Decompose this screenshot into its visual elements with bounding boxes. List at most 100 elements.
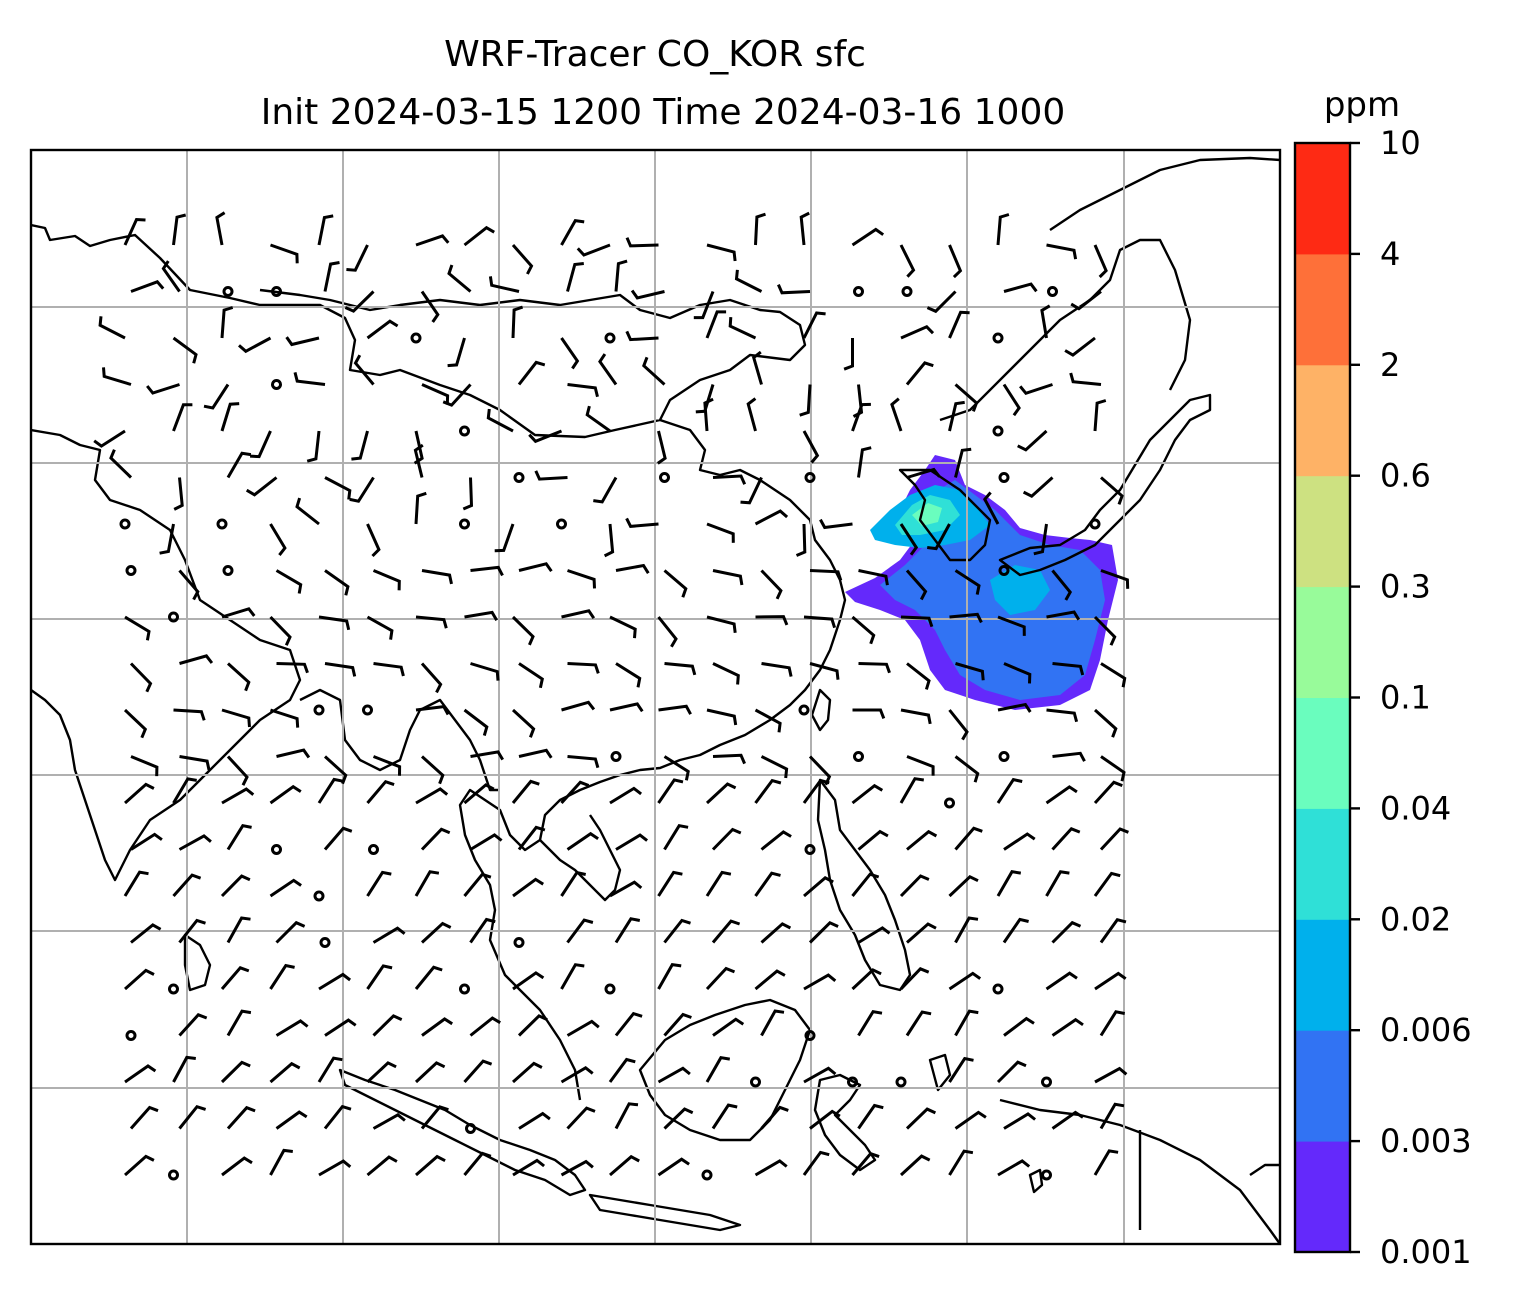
wind-barb bbox=[1070, 290, 1102, 311]
wind-barb-calm bbox=[1047, 286, 1058, 297]
wind-barb bbox=[161, 260, 181, 293]
wind-barb bbox=[996, 1060, 1027, 1084]
wind-barb-calm bbox=[895, 1076, 907, 1088]
wind-barb bbox=[1094, 1066, 1128, 1084]
wind-barb bbox=[318, 615, 351, 631]
wind-barb bbox=[954, 826, 983, 851]
wind-barb bbox=[469, 917, 496, 944]
wind-barb bbox=[413, 443, 424, 478]
wind-barb bbox=[518, 1111, 551, 1130]
wind-barb bbox=[1093, 871, 1121, 897]
wind-barb bbox=[1069, 372, 1102, 386]
wind-barb bbox=[663, 569, 688, 598]
wind-barb bbox=[238, 336, 272, 354]
colorbar-tick-label: 10 bbox=[1380, 124, 1421, 162]
wind-barb bbox=[803, 973, 837, 991]
wind-barb bbox=[560, 1065, 594, 1084]
wind-barb bbox=[178, 918, 206, 944]
coastline-philippines bbox=[816, 778, 912, 992]
wind-barb bbox=[1022, 476, 1054, 499]
wind-barb bbox=[954, 447, 972, 478]
wind-barb bbox=[269, 523, 287, 557]
wind-barb-calm bbox=[459, 425, 470, 437]
wind-barb bbox=[323, 1104, 352, 1130]
wind-barb bbox=[98, 316, 126, 340]
wind-barb bbox=[712, 753, 746, 765]
wind-barb bbox=[226, 824, 252, 851]
wind-barb bbox=[226, 1009, 252, 1037]
wind-barb bbox=[1100, 569, 1130, 589]
wind-barb bbox=[220, 1060, 251, 1084]
wind-barb bbox=[754, 778, 782, 804]
wind-barb bbox=[906, 829, 938, 851]
wind-barb bbox=[129, 1105, 159, 1130]
wind-barb bbox=[1064, 336, 1096, 357]
wind-barb bbox=[851, 1151, 880, 1176]
wind-barb bbox=[905, 1010, 932, 1037]
wind-barb bbox=[899, 967, 930, 991]
wind-barb bbox=[324, 662, 357, 677]
wind-barb bbox=[226, 662, 251, 692]
wind-barb bbox=[802, 430, 820, 464]
wind-barb-calm bbox=[222, 286, 234, 297]
wind-barb bbox=[851, 968, 882, 991]
wind-barb bbox=[609, 1154, 640, 1177]
wind-barb-calm bbox=[804, 472, 816, 483]
wind-barb bbox=[1002, 917, 1029, 944]
wind-barb bbox=[803, 615, 837, 629]
wind-barb bbox=[102, 367, 132, 386]
wind-barb bbox=[615, 833, 649, 851]
wind-barb bbox=[324, 569, 350, 596]
wind-barb bbox=[275, 920, 306, 944]
wind-barb bbox=[900, 708, 932, 725]
wind-barb bbox=[178, 1013, 208, 1037]
colorbar-block bbox=[1295, 1030, 1350, 1142]
wind-barb bbox=[1051, 1017, 1084, 1037]
wind-barb bbox=[1093, 708, 1118, 738]
wind-barb bbox=[203, 383, 230, 410]
wind-barb bbox=[462, 477, 474, 511]
wind-barb bbox=[245, 476, 278, 497]
wind-barb bbox=[948, 875, 979, 898]
colorbar-tick-label: 0.003 bbox=[1380, 1122, 1472, 1160]
colorbar-block bbox=[1295, 697, 1350, 809]
wind-barb bbox=[1003, 1016, 1035, 1037]
wind-barb bbox=[421, 569, 453, 585]
wind-barb bbox=[447, 264, 472, 293]
wind-barb bbox=[518, 748, 553, 759]
wind-barb bbox=[608, 1057, 636, 1083]
wind-barb bbox=[1093, 244, 1108, 279]
wind-barb bbox=[858, 569, 889, 586]
wind-barb-calm bbox=[313, 890, 325, 902]
wind-barb bbox=[657, 1157, 690, 1177]
wind-barb bbox=[470, 565, 504, 577]
wind-barb bbox=[954, 1110, 987, 1130]
wind-barb bbox=[269, 878, 302, 898]
wind-barb bbox=[179, 755, 211, 771]
coastline-russia-east bbox=[939, 156, 1280, 422]
wind-barb-calm bbox=[168, 983, 179, 995]
wind-barb bbox=[517, 360, 546, 386]
wind-barb bbox=[663, 755, 690, 781]
wind-barb bbox=[488, 276, 520, 293]
wind-barb bbox=[269, 1148, 293, 1176]
wind-barb bbox=[615, 662, 642, 688]
wind-barb bbox=[609, 615, 637, 639]
wind-barb bbox=[949, 612, 983, 624]
wind-barb bbox=[802, 1150, 830, 1176]
wind-barb bbox=[172, 873, 202, 897]
wind-barb bbox=[414, 1061, 446, 1084]
colorbar-tick-label: 0.001 bbox=[1380, 1233, 1472, 1271]
wind-barb bbox=[706, 615, 737, 633]
wind-barb bbox=[130, 280, 165, 293]
wind-barb bbox=[706, 243, 737, 262]
wind-barb bbox=[1051, 920, 1082, 944]
wind-barb-calm bbox=[459, 983, 470, 995]
wind-barb-calm bbox=[125, 565, 137, 576]
wind-barb bbox=[712, 474, 747, 485]
wind-barb bbox=[130, 923, 162, 944]
wind-barb bbox=[323, 826, 353, 851]
wind-barb bbox=[593, 476, 618, 504]
wind-barb-calm bbox=[1041, 1169, 1052, 1181]
wind-barb bbox=[740, 476, 763, 505]
